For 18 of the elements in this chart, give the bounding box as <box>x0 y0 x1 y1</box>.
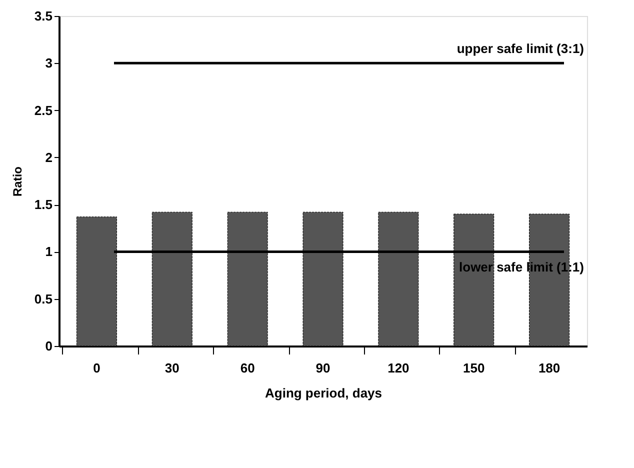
y-tick-label: 1.5 <box>34 197 52 212</box>
x-tick-label: 30 <box>164 360 180 376</box>
x-tick-label: 60 <box>240 360 255 376</box>
y-tick-label: 0 <box>45 338 52 354</box>
y-tick-label: 3.5 <box>34 8 52 24</box>
x-tick-label: 180 <box>538 360 560 376</box>
x-tick-label: 0 <box>93 360 100 376</box>
x-axis-title: Aging period, days <box>264 386 382 400</box>
y-axis-title: Ratio <box>10 166 24 196</box>
y-tick-label: 3 <box>45 56 52 71</box>
ref-line-label: upper safe limit (3:1) <box>456 41 584 56</box>
y-tick-label: 0.5 <box>34 291 52 306</box>
y-tick-label: 2 <box>45 150 52 165</box>
y-tick-label: 1 <box>45 244 52 260</box>
y-tick-label: 2.5 <box>34 102 52 118</box>
x-tick-label: 150 <box>463 360 485 376</box>
x-tick-label: 120 <box>388 360 410 376</box>
x-tick-label: 90 <box>316 360 330 376</box>
